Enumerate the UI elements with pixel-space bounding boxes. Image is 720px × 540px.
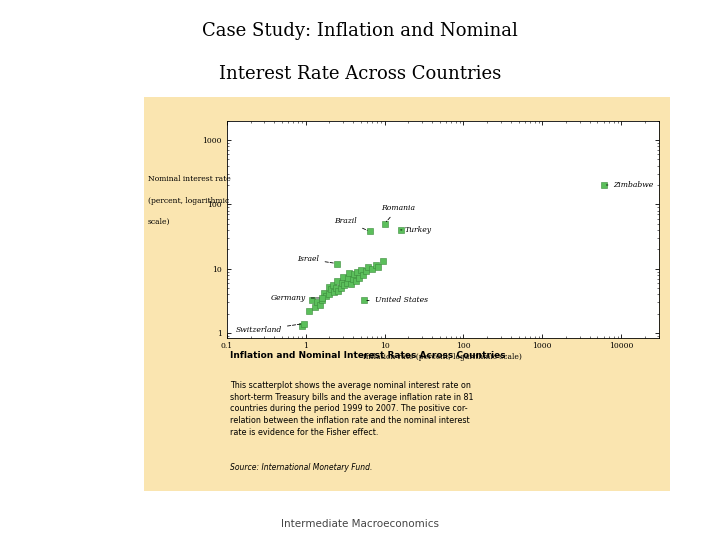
Point [346,280,357,288]
Text: Nominal interest rate: Nominal interest rate [148,175,230,183]
Point [362,263,374,272]
Point [377,257,389,266]
Point [338,281,350,289]
Text: Zimbabwe: Zimbabwe [606,181,654,189]
Point [338,272,349,281]
Text: Israel: Israel [297,255,334,264]
Text: Brazil: Brazil [335,217,367,230]
Point [370,260,382,269]
Point [320,292,332,300]
Text: Switzerland: Switzerland [235,324,301,334]
Point [316,295,328,304]
Text: Germany: Germany [271,294,319,302]
Text: Romania: Romania [381,204,415,221]
Point [327,281,338,289]
Point [298,319,310,328]
Point [312,298,323,307]
Text: Source: International Monetary Fund.: Source: International Monetary Fund. [230,463,373,472]
Point [354,274,365,282]
Point [379,219,390,228]
Point [297,321,308,330]
Text: (percent, logarithmic: (percent, logarithmic [148,197,229,205]
Point [342,274,354,282]
Point [355,266,366,274]
Point [324,282,336,291]
Point [336,284,347,292]
X-axis label: Inflation rate (percent, logarithmic scale): Inflation rate (percent, logarithmic sca… [364,353,522,361]
Point [343,269,354,278]
Point [357,271,369,279]
Text: Case Study: Inflation and Nominal: Case Study: Inflation and Nominal [202,22,518,39]
Point [333,287,344,295]
Point [366,265,378,274]
Point [303,307,315,315]
Text: Intermediate Macroeconomics: Intermediate Macroeconomics [281,519,439,529]
Point [314,301,325,309]
Point [336,279,348,287]
Point [348,270,360,279]
Point [328,288,340,296]
Text: Turkey: Turkey [400,226,432,234]
Text: United States: United States [367,296,428,305]
Text: Interest Rate Across Countries: Interest Rate Across Countries [219,65,501,83]
Point [395,226,406,234]
Point [306,296,318,305]
Point [364,227,376,235]
Text: This scatterplot shows the average nominal interest rate on
short-term Treasury : This scatterplot shows the average nomin… [230,381,474,437]
Point [324,290,336,299]
Point [372,262,384,271]
Point [351,268,363,276]
Text: scale): scale) [148,218,170,226]
Point [598,181,609,190]
Point [325,285,337,293]
Point [318,288,330,297]
Point [360,267,372,275]
Point [350,276,361,285]
Point [331,259,343,268]
Point [316,294,328,302]
Point [309,303,320,312]
Point [341,279,352,287]
Point [359,296,370,305]
Point [331,276,343,285]
Point [348,274,359,283]
Text: Inflation and Nominal Interest Rates Across Countries: Inflation and Nominal Interest Rates Acr… [230,351,506,360]
Point [330,284,341,292]
